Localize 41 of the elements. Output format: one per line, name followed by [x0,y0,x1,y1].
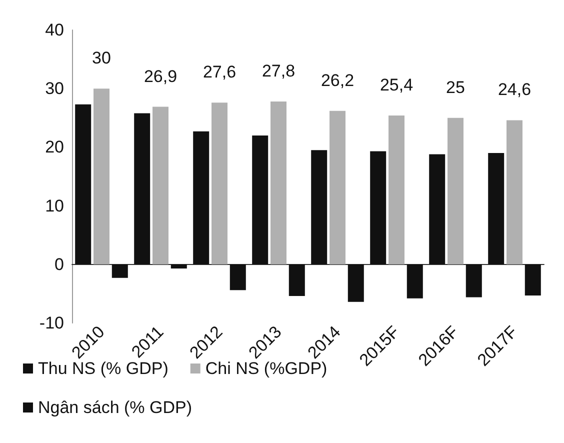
bar [270,101,286,264]
y-tick-label: 10 [45,196,64,216]
bar [429,154,446,264]
legend-label: Chi NS (%GDP) [205,359,328,378]
bar [448,118,464,264]
y-tick-label: 20 [45,138,64,157]
y-tick-label: 40 [45,20,64,40]
bar [152,106,168,264]
bar [288,264,305,296]
bar [388,116,404,264]
bar [370,151,386,264]
bar [506,120,522,264]
bar [311,150,328,264]
data-label: 27,6 [202,62,236,82]
data-label: 26,9 [144,66,178,86]
data-label: 26,2 [320,70,354,90]
data-label: 30 [92,48,111,68]
bar [406,264,423,298]
bar [193,131,210,264]
bar [75,104,92,264]
bar [524,264,541,296]
bar [212,102,228,264]
bar [348,264,364,302]
bar [112,264,128,278]
data-label: 27,8 [262,61,296,80]
bar [330,110,346,264]
legend-label: Thu NS (% GDP) [38,359,168,378]
bar [94,88,110,264]
legend-label: Ngân sách (% GDP) [38,398,192,417]
bar [488,153,504,264]
data-label: 25 [446,78,465,97]
y-tick-label: 0 [54,254,64,274]
bar [134,113,150,264]
y-tick-label: -10 [39,314,64,332]
y-tick-label: 30 [45,79,64,98]
bar [170,264,187,268]
bar [466,264,482,298]
data-label: 25,4 [380,76,414,95]
bar [230,264,246,290]
bar [252,135,268,264]
data-label: 24,6 [498,80,532,100]
